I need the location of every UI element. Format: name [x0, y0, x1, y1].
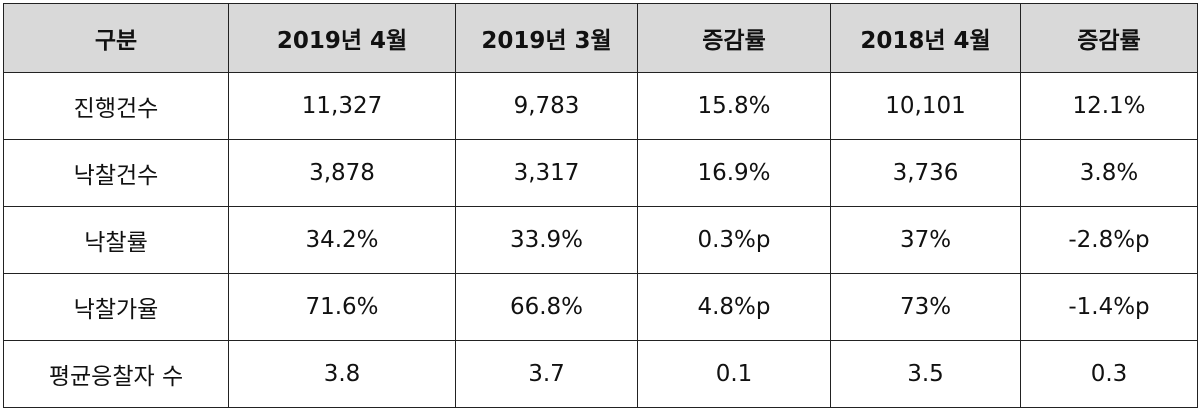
table-cell: 3.5	[830, 340, 1021, 408]
table-row: 진행건수 11,327 9,783 15.8% 10,101 12.1%	[3, 72, 1198, 140]
row-label: 낙찰가율	[3, 273, 229, 341]
header-cell: 2019년 4월	[228, 3, 456, 73]
table-cell: 4.8%p	[637, 273, 831, 341]
table-cell: -2.8%p	[1020, 206, 1198, 274]
row-label: 낙찰률	[3, 206, 229, 274]
table-container: 구분 2019년 4월 2019년 3월 증감률 2018년 4월 증감률 진행건수 11,…	[3, 3, 1198, 408]
table-cell: 3.8	[228, 340, 456, 408]
header-cell: 증감률	[1020, 3, 1198, 73]
table-cell: 12.1%	[1020, 72, 1198, 140]
table-cell: 3.8%	[1020, 139, 1198, 207]
row-label: 진행건수	[3, 72, 229, 140]
table-row: 평균응찰자 수 3.8 3.7 0.1 3.5 0.3	[3, 340, 1198, 408]
table-cell: -1.4%p	[1020, 273, 1198, 341]
table-cell: 37%	[830, 206, 1021, 274]
table-cell: 9,783	[455, 72, 638, 140]
table-cell: 3,878	[228, 139, 456, 207]
table-cell: 3,317	[455, 139, 638, 207]
table-row: 낙찰건수 3,878 3,317 16.9% 3,736 3.8%	[3, 139, 1198, 207]
table-cell: 73%	[830, 273, 1021, 341]
table-cell: 3.7	[455, 340, 638, 408]
table-cell: 16.9%	[637, 139, 831, 207]
header-cell: 2019년 3월	[455, 3, 638, 73]
table-cell: 0.1	[637, 340, 831, 408]
table-cell: 66.8%	[455, 273, 638, 341]
row-label: 낙찰건수	[3, 139, 229, 207]
table-cell: 0.3%p	[637, 206, 831, 274]
table-cell: 10,101	[830, 72, 1021, 140]
table-cell: 71.6%	[228, 273, 456, 341]
row-label: 평균응찰자 수	[3, 340, 229, 408]
table-cell: 33.9%	[455, 206, 638, 274]
table-cell: 0.3	[1020, 340, 1198, 408]
header-row: 구분 2019년 4월 2019년 3월 증감률 2018년 4월 증감률	[3, 3, 1198, 73]
table-cell: 34.2%	[228, 206, 456, 274]
table-body: 진행건수 11,327 9,783 15.8% 10,101 12.1% 낙찰건수 3,878…	[3, 72, 1198, 408]
header-cell: 2018년 4월	[830, 3, 1021, 73]
table-row: 낙찰가율 71.6% 66.8% 4.8%p 73% -1.4%p	[3, 273, 1198, 341]
table-row: 낙찰률 34.2% 33.9% 0.3%p 37% -2.8%p	[3, 206, 1198, 274]
table-cell: 15.8%	[637, 72, 831, 140]
table-cell: 3,736	[830, 139, 1021, 207]
table-cell: 11,327	[228, 72, 456, 140]
header-cell: 구분	[3, 3, 229, 73]
stats-table: 구분 2019년 4월 2019년 3월 증감률 2018년 4월 증감률 진행건수 11,…	[3, 3, 1198, 408]
header-cell: 증감률	[637, 3, 831, 73]
